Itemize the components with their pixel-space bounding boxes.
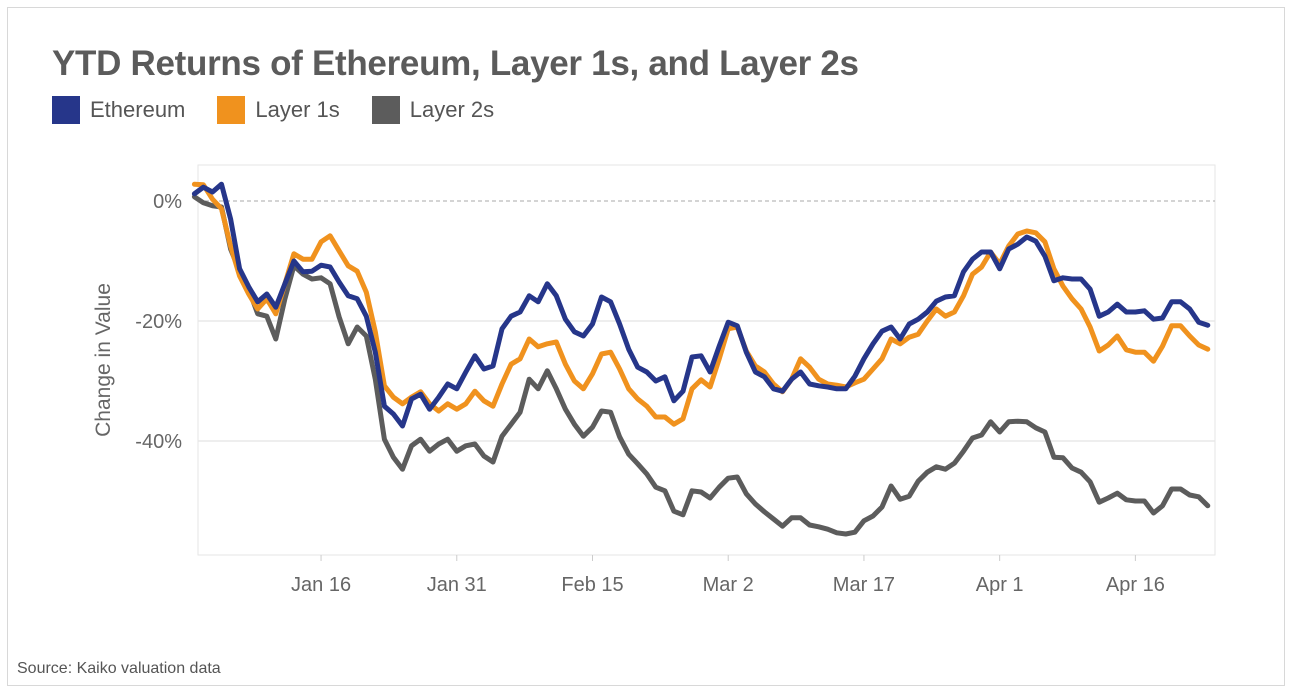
legend-item-layer-1s: Layer 1s	[217, 96, 340, 124]
legend-item-ethereum: Ethereum	[52, 96, 185, 124]
x-tick-label: Feb 15	[561, 574, 623, 596]
series-line-layer-2s	[191, 194, 1211, 537]
y-tick-label: -20%	[135, 311, 182, 333]
plot-frame	[197, 164, 1216, 556]
x-tick-label: Mar 2	[703, 574, 754, 596]
legend-item-layer-2s: Layer 2s	[371, 96, 495, 124]
source-note: Source: Kaiko valuation data	[17, 660, 221, 677]
series-line-layer-1s	[191, 181, 1211, 427]
y-tick-label: 0%	[153, 191, 182, 213]
legend: Ethereum Layer 1s Layer 2s	[52, 96, 526, 124]
legend-label: Layer 2s	[409, 97, 495, 122]
chart-title: YTD Returns of Ethereum, Layer 1s, and L…	[52, 44, 859, 83]
legend-swatch	[371, 96, 400, 124]
x-tick-label: Apr 1	[976, 574, 1024, 596]
chart-card	[7, 7, 1285, 686]
x-tick-label: Mar 17	[833, 574, 895, 596]
legend-swatch	[52, 96, 80, 124]
y-axis-label: Change in Value	[92, 283, 115, 437]
legend-swatch	[217, 96, 246, 124]
x-tick-label: Apr 16	[1106, 574, 1165, 596]
y-tick-label: -40%	[135, 431, 182, 453]
x-tick-label: Jan 31	[427, 574, 487, 596]
series-line-ethereum	[191, 181, 1211, 429]
legend-label: Layer 1s	[255, 97, 340, 122]
x-tick-label: Jan 16	[291, 574, 351, 596]
legend-label: Ethereum	[90, 97, 186, 122]
